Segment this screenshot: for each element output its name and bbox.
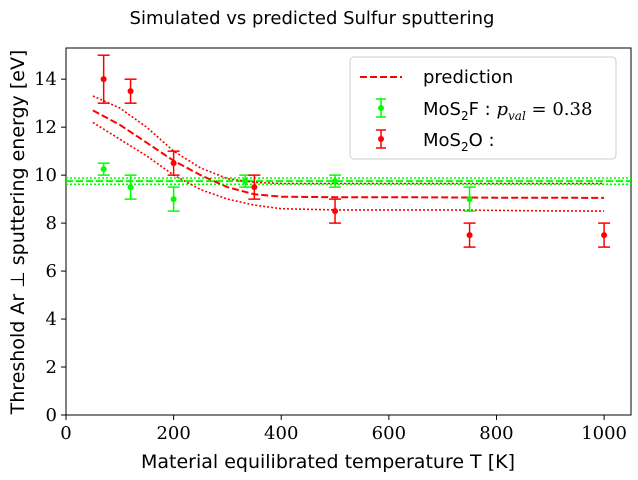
y-tick-label: 10 <box>34 165 57 186</box>
prediction-curves <box>92 95 605 212</box>
mos2o-marker <box>332 208 339 215</box>
mos2o-point <box>167 150 180 176</box>
mos2f-point <box>463 186 476 212</box>
mos2f-point <box>167 186 180 212</box>
prediction-upper-line <box>92 95 605 185</box>
legend: prediction MoS2F : pval = 0.38 MoS2O : <box>349 56 617 160</box>
legend-mos2f-tail: F : <box>469 99 497 120</box>
x-tick-label: 1000 <box>581 423 627 444</box>
x-axis: 0 200 400 600 800 1000 <box>60 415 627 444</box>
legend-mos2f-marker <box>376 98 386 118</box>
legend-mos2o-marker <box>376 129 386 149</box>
prediction-lower-line <box>92 121 605 212</box>
legend-pval: p <box>496 99 508 120</box>
legend-pval-tail: = 0.38 <box>526 99 593 120</box>
x-tick-label: 0 <box>60 423 71 444</box>
y-tick-label: 8 <box>46 213 57 234</box>
mos2o-point <box>97 54 110 104</box>
mos2f-marker <box>127 184 134 191</box>
mos2o-point <box>248 174 261 200</box>
legend-mos2o-sub: 2 <box>461 140 469 154</box>
x-tick-label: 600 <box>372 423 406 444</box>
mos2f-marker <box>242 178 249 185</box>
plot-area <box>65 47 632 416</box>
legend-pval-sub: val <box>508 109 526 123</box>
prediction-mean-line <box>92 109 605 199</box>
mos2f-marker <box>332 178 339 185</box>
y-tick-label: 2 <box>46 357 57 378</box>
y-tick-label: 6 <box>46 261 57 282</box>
y-tick-label: 14 <box>34 69 57 90</box>
legend-mos2f-main: MoS <box>423 99 461 120</box>
legend-mos2f-label: MoS2F : pval = 0.38 <box>423 99 592 123</box>
mos2o-marker <box>100 76 107 83</box>
x-tick-label: 400 <box>264 423 298 444</box>
mos2f-point <box>97 162 110 176</box>
mos2o-marker <box>170 160 177 167</box>
legend-mos2f-sub: 2 <box>461 109 469 123</box>
x-tick-label: 800 <box>479 423 513 444</box>
chart-title: Simulated vs predicted Sulfur sputtering <box>130 8 495 29</box>
x-axis-label: Material equilibrated temperature T [K] <box>141 451 515 473</box>
mos2o-marker <box>251 184 258 191</box>
mos2f-point <box>124 174 137 200</box>
mos2f-point <box>239 174 252 188</box>
y-axis-label: Threshold Ar ⊥ sputtering energy [eV] <box>7 50 29 416</box>
mos2o-marker <box>466 232 473 239</box>
legend-frame <box>349 56 617 160</box>
y-tick-label: 4 <box>46 309 57 330</box>
mos2f-marker <box>100 166 107 173</box>
y-axis: 0 2 4 6 8 10 12 14 <box>34 69 66 426</box>
mos2f-point <box>329 174 342 188</box>
mos2o-point <box>124 78 137 104</box>
mos2f-marker <box>466 196 473 203</box>
y-tick-label: 0 <box>46 405 57 426</box>
x-tick-label: 200 <box>156 423 190 444</box>
mos2o-point <box>463 222 476 248</box>
legend-mos2o-label: MoS2O : <box>423 130 495 154</box>
y-tick-label: 12 <box>34 117 57 138</box>
mos2f-marker <box>170 196 177 203</box>
legend-prediction-label: prediction <box>423 67 513 88</box>
mos2f-fit-lines <box>66 177 631 185</box>
data-points <box>97 54 611 248</box>
legend-mos2o-main: MoS <box>423 130 461 151</box>
legend-mos2o-tail: O : <box>469 130 495 151</box>
mos2o-marker <box>127 88 134 95</box>
mos2o-marker <box>601 232 608 239</box>
mos2o-point <box>598 222 611 248</box>
mos2o-point <box>329 198 342 224</box>
